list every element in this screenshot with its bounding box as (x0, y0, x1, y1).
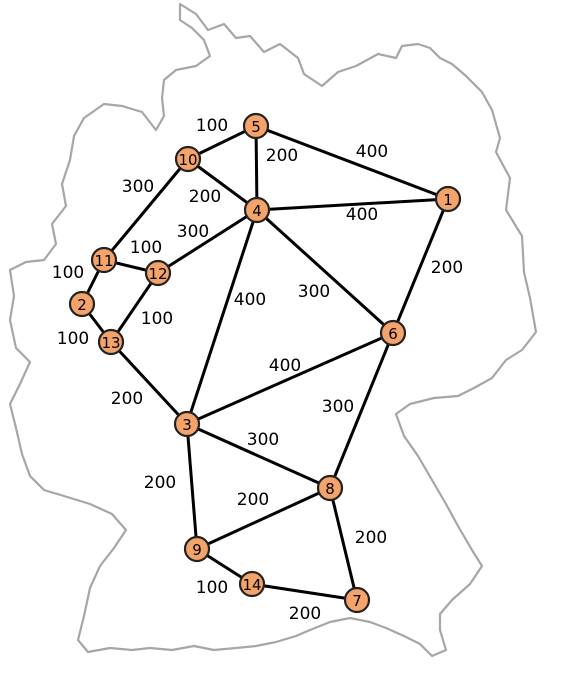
edge-weight-10-4: 200 (189, 187, 221, 207)
edge-4-6 (255, 208, 395, 335)
edge-8-7 (328, 486, 359, 602)
edge-weight-6-8: 300 (322, 397, 354, 417)
node-label: 2 (77, 296, 87, 314)
edge-5-4 (254, 124, 259, 212)
node-circle (343, 586, 371, 614)
edge-weight-4-12: 300 (177, 222, 209, 242)
node-circle (90, 246, 118, 274)
germany-border-outline (8, 2, 538, 658)
edge-weight-3-6: 400 (269, 356, 301, 376)
edge-weight-4-6: 300 (298, 282, 330, 302)
edge-12-13 (109, 271, 160, 344)
node-circle (174, 145, 202, 173)
node-circle (238, 570, 266, 598)
edge-10-11 (102, 157, 190, 262)
node-circle (68, 290, 96, 318)
node-circle (173, 410, 201, 438)
edge-4-1 (255, 197, 450, 212)
edge-weight-3-8: 300 (247, 430, 279, 450)
node-4: 4 (243, 196, 271, 224)
node-circle (242, 112, 270, 140)
edge-1-6 (391, 197, 450, 335)
node-5: 5 (242, 112, 270, 140)
edge-weight-4-1: 400 (346, 205, 378, 225)
node-1: 1 (434, 185, 462, 213)
edge-6-8 (328, 331, 395, 490)
edge-14-7 (250, 582, 359, 602)
edge-weight-11-2: 100 (52, 263, 84, 283)
node-label: 12 (148, 265, 167, 283)
edge-weight-10-5: 100 (196, 116, 228, 136)
edge-3-9 (185, 422, 199, 551)
node-label: 9 (192, 541, 202, 559)
node-circle (97, 328, 125, 356)
edge-10-4 (186, 157, 259, 212)
node-14: 14 (238, 570, 266, 598)
node-6: 6 (379, 319, 407, 347)
node-9: 9 (183, 535, 211, 563)
node-label: 4 (252, 202, 262, 220)
edge-4-3 (185, 208, 259, 426)
edge-3-8 (185, 422, 332, 490)
node-12: 12 (144, 259, 172, 287)
node-label: 14 (242, 576, 261, 594)
edge-5-1 (254, 124, 450, 201)
edge-4-12 (156, 208, 259, 275)
edge-weight-9-14: 100 (196, 578, 228, 598)
node-2: 2 (68, 290, 96, 318)
node-circle (316, 474, 344, 502)
edge-weight-2-13: 100 (57, 329, 89, 349)
node-label: 7 (352, 592, 362, 610)
node-circle (144, 259, 172, 287)
node-3: 3 (173, 410, 201, 438)
node-label: 6 (388, 325, 398, 343)
node-label: 8 (325, 480, 335, 498)
edge-weight-1-6: 200 (431, 258, 463, 278)
node-label: 11 (94, 252, 113, 270)
edge-weight-3-9: 200 (144, 473, 176, 493)
edge-9-8 (195, 486, 332, 551)
node-circle (183, 535, 211, 563)
edge-weight-13-3: 200 (111, 389, 143, 409)
edge-weight-5-4: 200 (266, 146, 298, 166)
node-10: 10 (174, 145, 202, 173)
node-circle (243, 196, 271, 224)
edge-weight-14-7: 200 (289, 604, 321, 624)
edge-3-6 (185, 331, 395, 426)
node-label: 3 (182, 416, 192, 434)
edge-weight-8-7: 200 (355, 528, 387, 548)
node-label: 1 (443, 191, 453, 209)
node-circle (434, 185, 462, 213)
node-label: 5 (251, 118, 261, 136)
node-label: 13 (101, 334, 120, 352)
node-7: 7 (343, 586, 371, 614)
node-11: 11 (90, 246, 118, 274)
edge-weight-11-12: 100 (130, 238, 162, 258)
node-label: 10 (178, 151, 197, 169)
edge-weight-4-3: 400 (234, 290, 266, 310)
edge-13-3 (109, 340, 189, 426)
edge-weight-5-1: 400 (356, 142, 388, 162)
node-circle (379, 319, 407, 347)
edge-weight-9-8: 200 (237, 490, 269, 510)
node-13: 13 (97, 328, 125, 356)
edge-weight-10-11: 300 (122, 177, 154, 197)
edge-weight-12-13: 100 (141, 309, 173, 329)
node-8: 8 (316, 474, 344, 502)
